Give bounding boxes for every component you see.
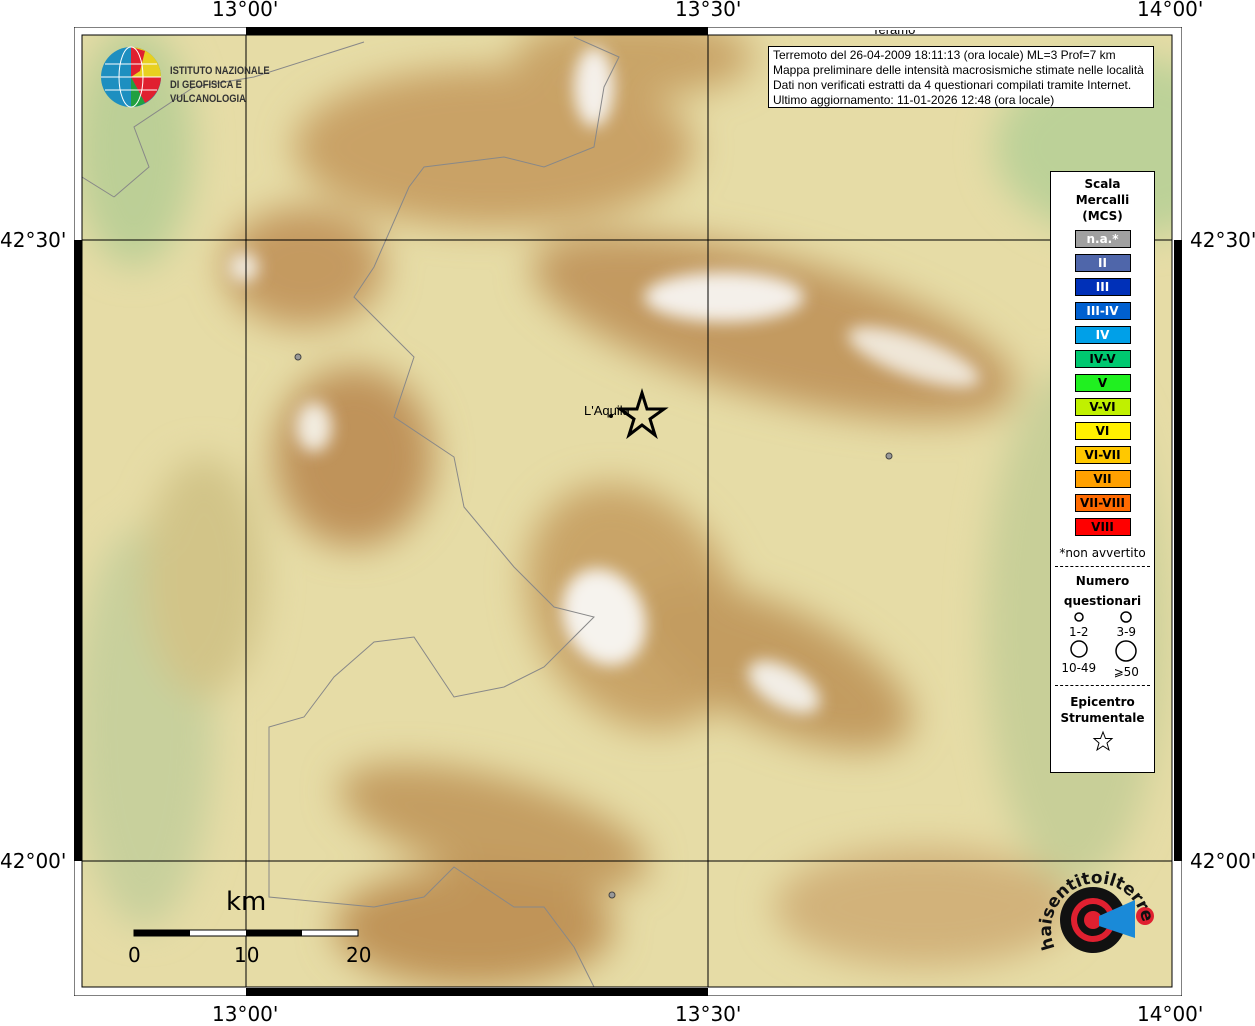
- mcs-class-swatch: IV-V: [1074, 350, 1131, 368]
- event-info-line: Terremoto del 26-04-2009 18:11:13 (ora l…: [773, 48, 1116, 62]
- locality-dot[interactable]: [294, 353, 302, 361]
- count-label: 10-49: [1061, 661, 1097, 675]
- count-3-9: 3-9: [1103, 611, 1151, 639]
- count-label: 3-9: [1116, 625, 1137, 639]
- epicenter-star-icon[interactable]: [615, 387, 669, 440]
- epicenter-title: Strumentale: [1060, 711, 1145, 725]
- lon-label-bottom-13-30: 13°30': [675, 1002, 742, 1026]
- mcs-class-swatch: II: [1074, 254, 1131, 272]
- haisentito-logo[interactable]: haisentitoilterremoto.it: [1026, 843, 1157, 976]
- ingv-name-line2: DI GEOFISICA E VULCANOLOGIA: [170, 79, 246, 105]
- mcs-class-swatch: III-IV: [1074, 302, 1131, 320]
- ingv-name-line1: ISTITUTO NAZIONALE: [170, 65, 270, 77]
- locality-dot[interactable]: [885, 452, 893, 460]
- legend-divider: [1055, 566, 1150, 567]
- legend-divider: [1055, 685, 1150, 686]
- mcs-class-swatch: III: [1074, 278, 1131, 296]
- admin-boundaries: [82, 36, 620, 987]
- lon-label-top-14-00: 14°00': [1137, 0, 1204, 21]
- event-info-box: Terremoto del 26-04-2009 18:11:13 (ora l…: [768, 46, 1154, 108]
- mcs-class-swatch: VI-VII: [1074, 446, 1131, 464]
- mcs-class-swatch: n.a.*: [1074, 230, 1131, 248]
- event-info-line: Mappa preliminare delle intensità macros…: [773, 63, 1144, 77]
- lat-label-left-42-30: 42°30': [0, 228, 67, 252]
- ingv-globe-icon: [101, 46, 161, 108]
- mcs-scale-list: n.a.* II III III-IV IV IV-V V V-VI VI VI-VII VII VI…: [1051, 230, 1154, 536]
- lon-label-bottom-14-00: 14°00': [1137, 1002, 1204, 1026]
- epicenter-title: Epicentro: [1070, 695, 1135, 709]
- lon-label-bottom-13-00: 13°00': [212, 1002, 279, 1026]
- scale-label-10: 10: [234, 943, 260, 967]
- mcs-class-swatch: V: [1074, 374, 1131, 392]
- legend-panel: Scala Mercalli (MCS) n.a.* II III III-IV IV I…: [1050, 171, 1155, 773]
- mcs-class-swatch: VII-VIII: [1074, 494, 1131, 512]
- scale-label-0: 0: [128, 943, 141, 967]
- legend-note: *non avvertito: [1059, 546, 1146, 560]
- mcs-class-swatch: V-VI: [1074, 398, 1131, 416]
- place-label-teramo: Teramo: [872, 30, 915, 37]
- mcs-class-swatch: VIII: [1074, 518, 1131, 536]
- scale-label-20: 20: [346, 943, 372, 967]
- locality-dot[interactable]: [608, 891, 616, 899]
- lon-label-top-13-30: 13°30': [675, 0, 742, 21]
- haisentito-target-icon: haisentitoilterremoto.it: [1026, 843, 1157, 953]
- legend-title: Mercalli: [1075, 193, 1130, 207]
- count-10-49: 10-49: [1055, 639, 1103, 679]
- count-title: questionari: [1063, 594, 1142, 608]
- terrain-map[interactable]: [74, 27, 1182, 996]
- count-1-2: 1-2: [1055, 611, 1103, 639]
- mcs-class-swatch: VI: [1074, 422, 1131, 440]
- count-title: Numero: [1075, 574, 1130, 588]
- map-frame: [74, 27, 1182, 996]
- scale-unit: km: [226, 887, 267, 917]
- ingv-logo[interactable]: ISTITUTO NAZIONALE DI GEOFISICA E VULCAN…: [100, 46, 320, 110]
- epicenter-star-icon: [1092, 730, 1113, 752]
- count-50-plus: ⩾50: [1103, 639, 1151, 679]
- place-label-laquila: L'Aquila: [584, 403, 630, 418]
- mcs-class-swatch: IV: [1074, 326, 1131, 344]
- event-info-line: Ultimo aggiornamento: 11-01-2026 12:48 (…: [773, 93, 1055, 107]
- event-info-line: Dati non verificati estratti da 4 questi…: [773, 78, 1132, 92]
- lat-label-right-42-00: 42°00': [1190, 849, 1255, 873]
- mcs-class-swatch: VII: [1074, 470, 1131, 488]
- lat-label-right-42-30: 42°30': [1190, 228, 1255, 252]
- snow-peaks: [229, 47, 981, 714]
- laquila-dot: [609, 414, 613, 418]
- count-label: ⩾50: [1113, 665, 1139, 679]
- legend-title: (MCS): [1082, 209, 1123, 223]
- graticule: [82, 35, 1172, 987]
- scale-bar: [133, 929, 359, 937]
- legend-title: Scala: [1084, 177, 1121, 191]
- count-label: 1-2: [1068, 625, 1089, 639]
- lat-label-left-42-00: 42°00': [0, 849, 67, 873]
- lon-label-top-13-00: 13°00': [212, 0, 279, 21]
